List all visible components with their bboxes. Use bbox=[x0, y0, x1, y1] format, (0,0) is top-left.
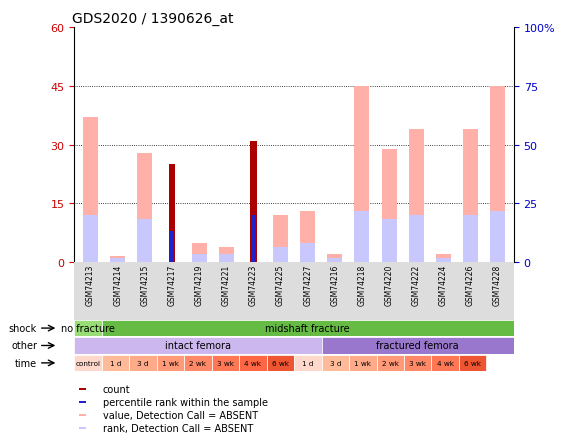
Bar bbox=[212, 355, 239, 371]
Bar bbox=[156, 355, 184, 371]
Text: 3 d: 3 d bbox=[137, 360, 148, 366]
Bar bbox=[321, 338, 514, 354]
Text: GSM74220: GSM74220 bbox=[384, 264, 393, 305]
Bar bbox=[267, 355, 294, 371]
Bar bbox=[219, 255, 234, 263]
Bar bbox=[409, 130, 424, 263]
Bar bbox=[463, 216, 478, 263]
Bar bbox=[381, 220, 396, 263]
Bar bbox=[79, 388, 86, 390]
Bar bbox=[490, 212, 505, 263]
Text: 1 wk: 1 wk bbox=[354, 360, 371, 366]
Bar bbox=[436, 255, 451, 263]
Bar bbox=[110, 256, 125, 263]
Bar bbox=[252, 216, 255, 263]
Text: GSM74227: GSM74227 bbox=[303, 264, 312, 305]
Bar bbox=[376, 355, 404, 371]
Text: GSM74219: GSM74219 bbox=[195, 264, 204, 305]
Text: other: other bbox=[11, 341, 37, 351]
Bar bbox=[327, 259, 342, 263]
Bar bbox=[490, 87, 505, 263]
Text: GSM74218: GSM74218 bbox=[357, 264, 367, 305]
Bar bbox=[300, 212, 315, 263]
Bar bbox=[83, 118, 98, 263]
Text: 4 wk: 4 wk bbox=[244, 360, 262, 366]
Bar bbox=[409, 216, 424, 263]
Text: GSM74221: GSM74221 bbox=[222, 264, 231, 305]
Text: GDS2020 / 1390626_at: GDS2020 / 1390626_at bbox=[72, 12, 234, 26]
Text: 3 wk: 3 wk bbox=[217, 360, 234, 366]
Text: 2 wk: 2 wk bbox=[190, 360, 206, 366]
Bar bbox=[273, 247, 288, 263]
Text: count: count bbox=[103, 384, 130, 394]
Bar bbox=[381, 149, 396, 263]
Text: midshaft fracture: midshaft fracture bbox=[266, 323, 350, 333]
Bar bbox=[463, 130, 478, 263]
Text: 1 d: 1 d bbox=[110, 360, 121, 366]
Text: value, Detection Call = ABSENT: value, Detection Call = ABSENT bbox=[103, 410, 258, 420]
Bar bbox=[184, 355, 212, 371]
Text: 2 wk: 2 wk bbox=[382, 360, 399, 366]
Bar bbox=[327, 255, 342, 263]
Bar bbox=[436, 259, 451, 263]
Text: rank, Detection Call = ABSENT: rank, Detection Call = ABSENT bbox=[103, 423, 253, 433]
Text: GSM74216: GSM74216 bbox=[330, 264, 339, 305]
Bar bbox=[83, 216, 98, 263]
Bar bbox=[432, 355, 459, 371]
Bar bbox=[129, 355, 156, 371]
Text: 1 wk: 1 wk bbox=[162, 360, 179, 366]
Bar bbox=[74, 263, 514, 321]
Bar bbox=[294, 355, 321, 371]
Bar bbox=[102, 355, 129, 371]
Bar bbox=[138, 153, 152, 263]
Text: percentile rank within the sample: percentile rank within the sample bbox=[103, 397, 268, 407]
Bar bbox=[321, 355, 349, 371]
Text: GSM74222: GSM74222 bbox=[412, 264, 421, 305]
Bar bbox=[404, 355, 432, 371]
Bar bbox=[110, 259, 125, 263]
Bar bbox=[219, 247, 234, 263]
Text: GSM74226: GSM74226 bbox=[466, 264, 475, 305]
Bar bbox=[79, 414, 86, 416]
Text: GSM74225: GSM74225 bbox=[276, 264, 285, 305]
Text: intact femora: intact femora bbox=[165, 341, 231, 351]
Bar bbox=[79, 401, 86, 403]
Text: 4 wk: 4 wk bbox=[437, 360, 454, 366]
Bar bbox=[250, 141, 257, 263]
Text: GSM74223: GSM74223 bbox=[249, 264, 258, 305]
Bar bbox=[355, 212, 369, 263]
Bar bbox=[300, 243, 315, 263]
Text: 6 wk: 6 wk bbox=[464, 360, 481, 366]
Bar bbox=[273, 216, 288, 263]
Text: 3 d: 3 d bbox=[329, 360, 341, 366]
Text: GSM74213: GSM74213 bbox=[86, 264, 95, 305]
Text: time: time bbox=[15, 358, 37, 368]
Text: GSM74217: GSM74217 bbox=[167, 264, 176, 305]
Bar bbox=[74, 355, 102, 371]
Text: GSM74215: GSM74215 bbox=[140, 264, 149, 305]
Bar bbox=[170, 231, 174, 263]
Text: shock: shock bbox=[9, 323, 37, 333]
Text: no fracture: no fracture bbox=[61, 323, 115, 333]
Bar bbox=[355, 87, 369, 263]
Text: GSM74228: GSM74228 bbox=[493, 264, 502, 305]
Text: GSM74224: GSM74224 bbox=[439, 264, 448, 305]
Text: 6 wk: 6 wk bbox=[272, 360, 289, 366]
Bar bbox=[192, 243, 207, 263]
Bar bbox=[74, 320, 102, 336]
Bar bbox=[349, 355, 376, 371]
Bar bbox=[192, 255, 207, 263]
Text: GSM74214: GSM74214 bbox=[113, 264, 122, 305]
Text: 1 d: 1 d bbox=[302, 360, 313, 366]
Text: fractured femora: fractured femora bbox=[376, 341, 459, 351]
Text: 3 wk: 3 wk bbox=[409, 360, 426, 366]
Bar bbox=[138, 220, 152, 263]
Bar bbox=[239, 355, 267, 371]
Text: control: control bbox=[75, 360, 100, 366]
Bar bbox=[459, 355, 486, 371]
Bar bbox=[74, 338, 321, 354]
Bar bbox=[168, 165, 175, 263]
Bar bbox=[79, 427, 86, 429]
